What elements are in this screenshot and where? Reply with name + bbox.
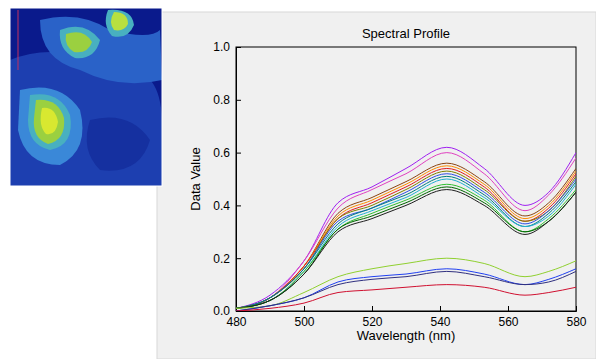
spectrum-line [236,271,576,311]
spectrum-line [236,184,576,308]
image-region [106,10,134,37]
image-region [34,100,64,144]
y-tick-label: 0.6 [213,146,230,160]
spectrum-line [236,269,576,311]
spectrum-line [236,190,576,309]
image-region [87,118,150,171]
x-tick-mark [372,306,373,311]
y-tick-label: 0.2 [213,252,230,266]
spectrum-line [236,187,576,308]
spectrum-line [236,176,576,308]
y-tick-mark [236,258,241,259]
image-background [10,8,162,186]
image-region [66,32,92,52]
x-tick: 520 [362,306,382,329]
x-tick-mark [440,306,441,311]
image-border [10,8,162,186]
image-region [18,88,83,166]
series-group [236,147,576,311]
y-tick-label: 1.0 [213,40,230,54]
spectrum-line [236,163,576,308]
spectrum-line [236,171,576,308]
chart-panel [157,12,596,359]
y-tick-label: 0.0 [213,304,230,318]
y-tick-mark [236,205,241,206]
y-tick: 0.0 [213,304,241,318]
y-tick-label: 0.8 [213,93,230,107]
y-axis: 0.0 0.2 0.4 0.6 0.8 1.0 [213,40,241,318]
image-region [28,94,71,150]
y-tick: 1.0 [213,40,241,54]
x-tick-mark [304,306,305,311]
image-region [41,108,58,134]
y-tick-mark [236,311,241,312]
y-axis-line [237,48,242,312]
y-tick-mark [236,47,241,48]
false-color-image [10,8,162,186]
x-tick-label: 520 [362,315,382,329]
spectrum-line [236,179,576,308]
image-region [60,27,100,59]
plot-frame [236,47,576,311]
x-tick: 560 [498,306,518,329]
y-tick: 0.4 [213,199,241,213]
chart-title: Spectral Profile [362,26,450,41]
x-axis-line [237,306,577,312]
x-tick: 580 [566,306,586,329]
x-tick-label: 540 [430,315,450,329]
x-tick-mark [508,306,509,311]
spectrum-line [236,174,576,309]
y-tick-mark [236,100,241,101]
x-axis: 480500520540560580 [226,306,586,329]
image-region [40,17,162,84]
y-tick: 0.8 [213,93,241,107]
image-artifact [18,10,19,70]
y-tick-mark [236,153,241,154]
spectrum-line [236,285,576,311]
x-tick-label: 580 [566,315,586,329]
x-tick: 500 [294,306,314,329]
x-tick-label: 500 [294,315,314,329]
figure: 4805005205405605800.00.20.40.60.81.0Spec… [0,0,596,359]
y-axis-title: Data Value [188,147,203,210]
x-tick: 540 [430,306,450,329]
image-region [111,12,128,30]
spectrum-line [236,258,576,308]
y-tick-label: 0.4 [213,199,230,213]
y-tick: 0.2 [213,252,241,266]
x-tick-label: 560 [498,315,518,329]
y-tick: 0.6 [213,146,241,160]
x-tick-mark [576,306,577,311]
x-axis-title: Wavelength (nm) [357,328,456,343]
